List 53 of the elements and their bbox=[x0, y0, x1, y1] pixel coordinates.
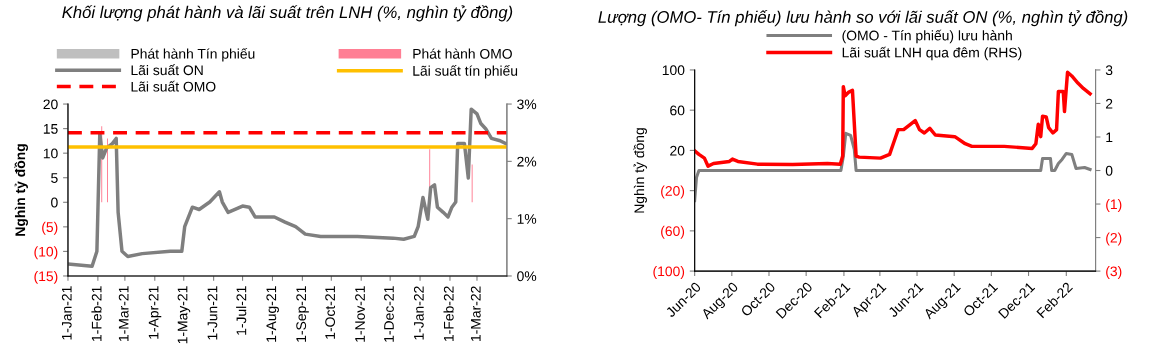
y2-tick-label: (3) bbox=[1106, 266, 1122, 279]
x-tick-label: 1-Sep-21 bbox=[296, 286, 309, 342]
y-tick-label: (60) bbox=[661, 225, 685, 239]
x-tick-label: 1-Nov-21 bbox=[355, 286, 365, 342]
x-tick-label: 1-Mar-22 bbox=[470, 286, 481, 341]
y2-tick-label: 2 bbox=[1105, 98, 1113, 109]
x-tick-label: 1-Jan-22 bbox=[413, 286, 424, 340]
x-tick-label: 1-Mar-21 bbox=[118, 286, 129, 341]
line-series bbox=[694, 131, 1092, 203]
legend-label: Lãi suất ON bbox=[131, 64, 203, 76]
y-tick-label: (10) bbox=[34, 246, 58, 260]
y2-tick-label: 3 bbox=[1105, 65, 1113, 76]
legend-label: Phát hành OMO bbox=[413, 48, 512, 59]
y-tick-label: 0 bbox=[51, 197, 58, 208]
line-series bbox=[694, 70, 1092, 168]
x-tick-label: 1-Aug-21 bbox=[266, 286, 279, 342]
x-tick-label: 1-Jul-21 bbox=[236, 286, 247, 335]
x-tick-label: 1-May-21 bbox=[177, 286, 191, 344]
chart-title: Khối lượng phát hành và lãi suất trên LNH (%, nghìn tỷ đồng) bbox=[62, 5, 513, 22]
x-tick-label: 1-Jun-21 bbox=[207, 286, 218, 340]
x-tick-label: 1-Feb-22 bbox=[443, 286, 454, 341]
y-tick-label: (100) bbox=[653, 266, 685, 279]
y-tick-label: (20) bbox=[661, 185, 685, 199]
y-tick-label: 20 bbox=[670, 145, 685, 156]
y-tick-label: (5) bbox=[42, 221, 58, 235]
y2-tick-label: (2) bbox=[1106, 232, 1122, 246]
y-tick-label: 60 bbox=[670, 105, 685, 116]
y-tick-label: 10 bbox=[43, 148, 58, 159]
y-axis-title: Nghìn tỷ đồng bbox=[633, 128, 647, 213]
x-tick-label: 1-Apr-21 bbox=[148, 286, 162, 339]
y2-tick-label: 2% bbox=[517, 156, 537, 167]
legend-label: (OMO - Tín phiếu) lưu hành bbox=[842, 29, 1012, 44]
y2-tick-label: 1 bbox=[1106, 132, 1113, 143]
y2-tick-label: 1% bbox=[517, 214, 537, 224]
y-tick-label: (15) bbox=[34, 270, 58, 284]
legend-label: Lãi suất LNH qua đêm (RHS) bbox=[842, 46, 1022, 61]
y-tick-label: 5 bbox=[51, 173, 58, 183]
legend-label: Lãi suất tín phiếu bbox=[413, 64, 518, 79]
legend-label: Lãi suất OMO bbox=[131, 80, 216, 92]
y-tick-label: 15 bbox=[43, 124, 58, 134]
x-tick-label: 1-Feb-21 bbox=[91, 286, 102, 341]
y-axis-title: Nghìn tỷ đồng bbox=[14, 144, 28, 236]
y-tick-label: 100 bbox=[662, 65, 685, 76]
legend-label: Phát hành Tín phiếu bbox=[131, 47, 255, 62]
y2-tick-label: 0 bbox=[1105, 165, 1113, 176]
x-tick-label: 1-Oct-21 bbox=[325, 286, 336, 339]
y-tick-label: 20 bbox=[43, 99, 58, 110]
y2-tick-label: (1) bbox=[1106, 199, 1122, 212]
chart-title: Lượng (OMO- Tín phiếu) lưu hành so với lãi suất ON (%, nghìn tỷ đồng) bbox=[598, 9, 1128, 27]
y2-tick-label: 0% bbox=[517, 271, 537, 282]
x-tick-label: 1-Jan-21 bbox=[61, 286, 72, 340]
x-tick-label: 1-Dec-21 bbox=[384, 286, 394, 342]
y2-tick-label: 3% bbox=[517, 99, 537, 110]
